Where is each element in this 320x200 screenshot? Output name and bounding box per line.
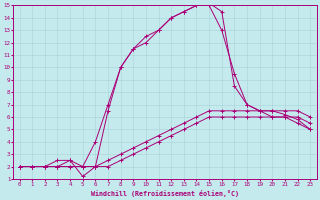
- X-axis label: Windchill (Refroidissement éolien,°C): Windchill (Refroidissement éolien,°C): [91, 190, 239, 197]
